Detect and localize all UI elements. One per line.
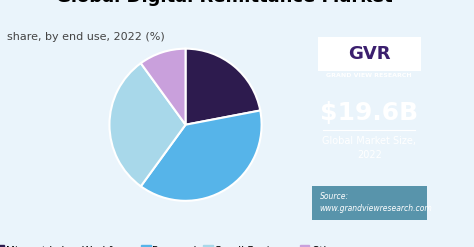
FancyBboxPatch shape [312, 185, 427, 220]
Wedge shape [141, 110, 262, 201]
Text: GVR: GVR [348, 45, 391, 63]
Text: Global Digital Remittance Market: Global Digital Remittance Market [56, 0, 393, 6]
Wedge shape [141, 49, 185, 125]
Text: Source:
www.grandviewresearch.com: Source: www.grandviewresearch.com [320, 192, 433, 213]
FancyBboxPatch shape [318, 37, 421, 71]
Wedge shape [185, 49, 260, 125]
Text: Global Market Size,
2022: Global Market Size, 2022 [322, 136, 416, 160]
Text: GRAND VIEW RESEARCH: GRAND VIEW RESEARCH [327, 73, 412, 78]
Text: share, by end use, 2022 (%): share, by end use, 2022 (%) [7, 32, 165, 41]
Text: $19.6B: $19.6B [320, 101, 418, 125]
Wedge shape [109, 63, 185, 186]
